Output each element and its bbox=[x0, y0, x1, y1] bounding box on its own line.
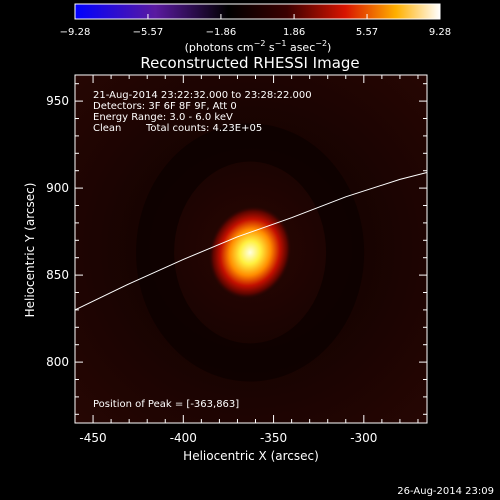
y-tick-label: 950 bbox=[46, 94, 69, 108]
colorbar-tick-label: 5.57 bbox=[356, 27, 378, 38]
chart-title: Reconstructed RHESSI Image bbox=[140, 54, 359, 72]
x-tick-label: -300 bbox=[350, 431, 377, 445]
annotation-energy: Energy Range: 3.0 - 6.0 keV bbox=[93, 112, 233, 123]
colorbar-tick-label: 1.86 bbox=[283, 27, 305, 38]
x-axis-label: Heliocentric X (arcsec) bbox=[183, 449, 319, 463]
annotation-time-range: 21-Aug-2014 23:22:32.000 to 23:28:22.000 bbox=[93, 90, 312, 101]
plot-area: -450 -400 -350 -300 800 850 900 950 bbox=[46, 74, 428, 445]
flare-source bbox=[208, 206, 292, 299]
colorbar-units: (photons cm−2 s−1 asec−2) bbox=[185, 39, 332, 54]
annotation-peak: Position of Peak = [-363,863] bbox=[93, 399, 239, 410]
colorbar-tick-label: −1.86 bbox=[206, 27, 237, 38]
x-tick-label: -350 bbox=[260, 431, 287, 445]
annotation-counts: Total counts: 4.23E+05 bbox=[145, 123, 262, 134]
x-tick-label: -450 bbox=[79, 431, 106, 445]
y-axis-ticks: 800 850 900 950 bbox=[46, 83, 427, 415]
colorbar-tick-label: 9.28 bbox=[429, 27, 451, 38]
x-tick-label: -400 bbox=[170, 431, 197, 445]
y-tick-label: 800 bbox=[46, 355, 69, 369]
annotation-clean: Clean bbox=[93, 123, 121, 134]
solar-limb-curve bbox=[75, 171, 427, 311]
colorbar bbox=[74, 3, 441, 20]
annotation-detectors: Detectors: 3F 6F 8F 9F, Att 0 bbox=[93, 101, 237, 112]
colorbar-tick-label: −5.57 bbox=[133, 27, 164, 38]
x-axis-ticks: -450 -400 -350 -300 bbox=[74, 75, 419, 445]
y-tick-label: 850 bbox=[46, 268, 69, 282]
colorbar-ticks: −9.28 −5.57 −1.86 1.86 5.57 9.28 bbox=[60, 14, 451, 38]
y-tick-label: 900 bbox=[46, 181, 69, 195]
footer-date: 26-Aug-2014 23:09 bbox=[397, 486, 494, 497]
plot-frame bbox=[74, 74, 428, 424]
dark-ring bbox=[136, 123, 365, 382]
y-axis-label: Heliocentric Y (arcsec) bbox=[23, 183, 37, 318]
colorbar-tick-label: −9.28 bbox=[60, 27, 91, 38]
